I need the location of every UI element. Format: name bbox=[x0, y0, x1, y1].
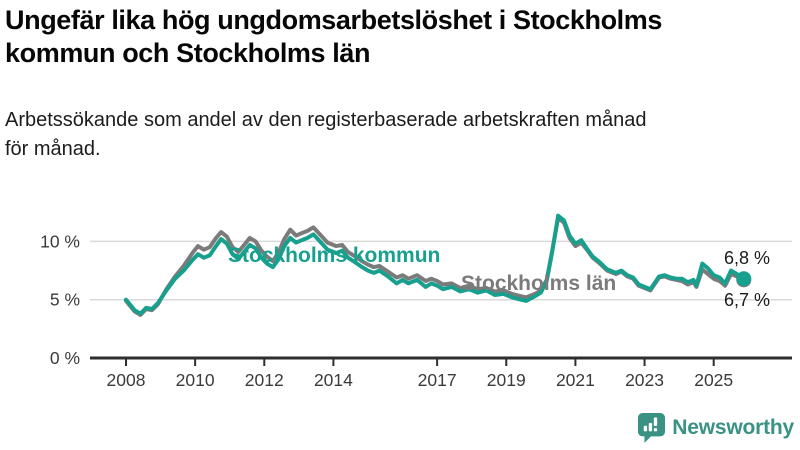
x-tick-label: 2014 bbox=[314, 370, 353, 390]
series-line-kommun bbox=[124, 213, 746, 316]
x-tick-label: 2023 bbox=[625, 370, 664, 390]
x-tick-label: 2017 bbox=[418, 370, 457, 390]
newsworthy-logo-text: Newsworthy bbox=[672, 415, 794, 439]
chart-title: Ungefär lika hög ungdomsarbetslöshet i S… bbox=[5, 4, 662, 70]
series-end-dot-kommun bbox=[736, 271, 752, 287]
chart-title-line1: Ungefär lika hög ungdomsarbetslöshet i S… bbox=[5, 5, 663, 35]
series-inline-label-kommun: Stockholms kommun bbox=[228, 244, 440, 267]
chart-subtitle: Arbetssökande som andel av den registerb… bbox=[5, 106, 647, 164]
y-tick-label: 0 % bbox=[50, 348, 80, 368]
x-tick-label: 2021 bbox=[556, 370, 595, 390]
y-tick-label: 5 % bbox=[50, 290, 80, 310]
x-tick-label: 2019 bbox=[487, 370, 526, 390]
newsworthy-logo: Newsworthy bbox=[637, 412, 794, 443]
end-value-label-lan: 6,7 % bbox=[724, 290, 770, 310]
x-tick-label: 2010 bbox=[176, 370, 215, 390]
end-value-label-kommun: 6,8 % bbox=[724, 248, 770, 268]
x-tick-label: 2008 bbox=[107, 370, 146, 390]
x-tick-label: 2012 bbox=[245, 370, 284, 390]
x-tick-label: 2025 bbox=[694, 370, 733, 390]
chart-subtitle-line2: för månad. bbox=[5, 138, 101, 160]
chart-title-line2: kommun och Stockholms län bbox=[5, 38, 371, 68]
newsworthy-bar-chart-icon bbox=[638, 413, 666, 443]
series-inline-label-lan: Stockholms län bbox=[461, 272, 616, 295]
chart-subtitle-line1: Arbetssökande som andel av den registerb… bbox=[5, 109, 647, 131]
y-tick-label: 10 % bbox=[40, 231, 80, 251]
